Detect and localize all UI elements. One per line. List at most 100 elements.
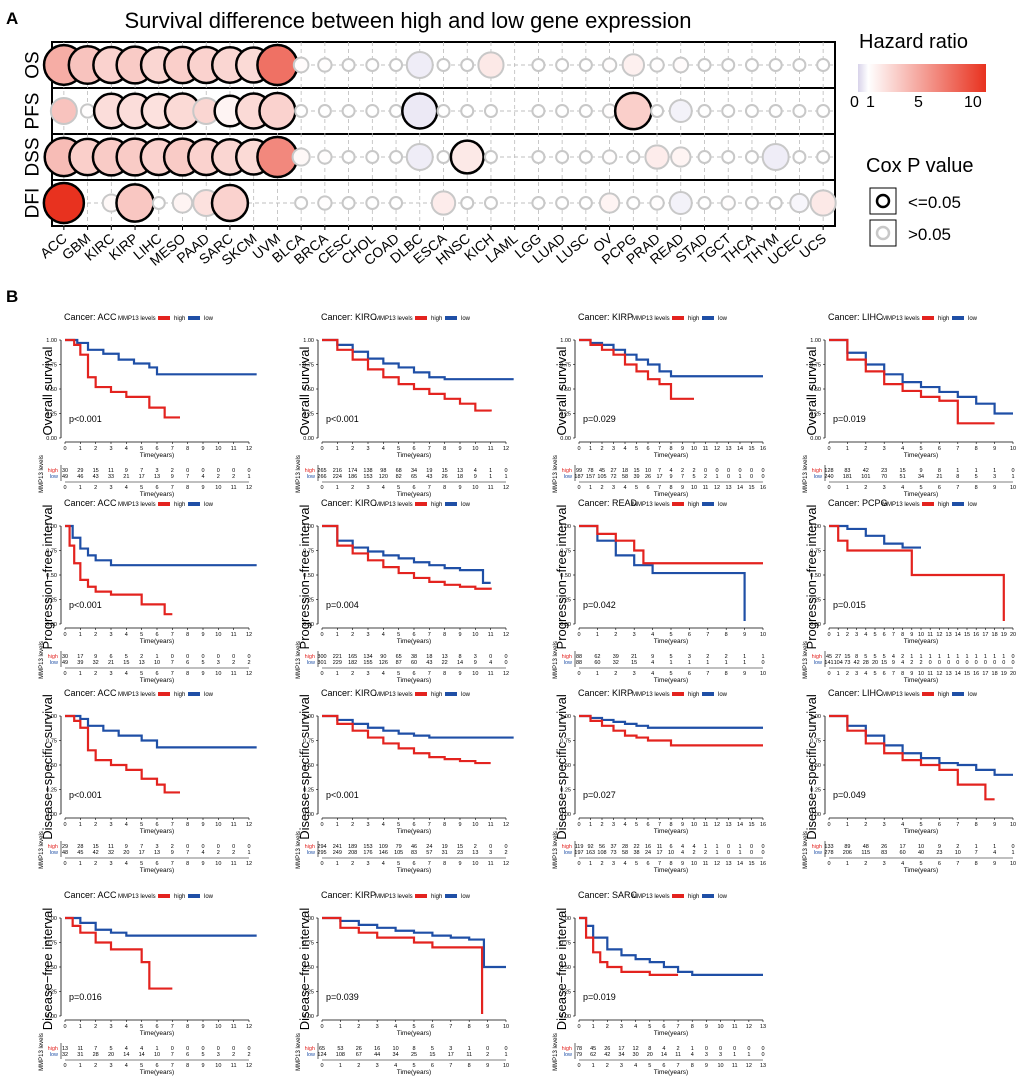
km-13-risk-low-count: 11 (466, 1052, 472, 1058)
km-13-risk-high-count: 8 (412, 1046, 415, 1052)
km-1-risk-x-tick-label: 1 (336, 485, 339, 491)
km-5-risk-x-tick-label: 3 (366, 671, 369, 677)
km-6-risk-x-tick-label: 10 (760, 671, 766, 677)
km-7-risk-low-count: 141 (824, 660, 833, 666)
km-14-risk-x-tick-label: 0 (577, 1063, 580, 1069)
km-13-risk-x-tick-label: 0 (320, 1063, 323, 1069)
km-12-risk-x-tick-label: 6 (155, 1063, 158, 1069)
km-12-x-tick-label: 3 (109, 1024, 112, 1030)
km-6-risk-high-count: 1 (743, 654, 746, 660)
km-4-high-curve (65, 524, 173, 616)
km-1-x-tick-label: 9 (458, 446, 461, 452)
km-1-x-tick-label: 5 (397, 446, 400, 452)
bubble-pfs-acc (49, 97, 78, 125)
km-3-risk-low-count: 5 (975, 474, 978, 480)
km-3-x-tick-label: 6 (938, 446, 941, 452)
km-7-risk-high-count: 8 (855, 654, 858, 660)
km-14-y-tick-label: 0.50 (560, 965, 571, 971)
km-10-risk-high-count: 1 (715, 844, 718, 850)
km-5-risk-high-label: high (305, 654, 315, 660)
km-7-x-tick-label: 3 (855, 632, 858, 638)
km-9-risk-x-tick-label: 10 (472, 861, 478, 867)
km-3-risk-x-tick-label: 8 (975, 485, 978, 491)
km-14-risk-high-count: 0 (705, 1046, 708, 1052)
km-5-risk-high-count: 65 (396, 654, 402, 660)
km-14-risk-low-count: 62 (590, 1052, 596, 1058)
km-3-x-tick-label: 3 (883, 446, 886, 452)
km-8-x-tick-label: 2 (94, 822, 97, 828)
km-8-risk-x-label: Time(years) (140, 867, 174, 874)
km-3-y-tick-label: 0.00 (810, 436, 821, 442)
km-0-y-label: Overall survival (40, 346, 55, 435)
km-11-y-label: Disease−specific survival (804, 694, 819, 840)
km-7-risk-x-tick-label: 2 (846, 671, 849, 677)
km-2-x-tick-label: 14 (737, 446, 743, 452)
km-5-risk-low-count: 43 (426, 660, 432, 666)
km-5-risk-x-tick-label: 1 (336, 671, 339, 677)
km-12-risk-low-count: 14 (123, 1052, 129, 1058)
km-10-risk-high-count: 0 (761, 844, 764, 850)
km-6-y-tick-label: 0.25 (560, 598, 571, 604)
hr-tick-0: 0 (850, 94, 859, 111)
bubble-dss-chol (365, 150, 380, 164)
km-7-risk-high-count: 1 (929, 654, 932, 660)
bubble-dfi-hnsc (460, 196, 475, 210)
km-6-x-tick-label: 4 (651, 632, 654, 638)
bubble-os-lusc (578, 58, 593, 72)
km-10-y-tick-label: 0.50 (560, 763, 571, 769)
km-10-legend-title: MMP13 levels (632, 692, 670, 698)
km-5-risk-x-tick-label: 2 (351, 671, 354, 677)
km-9-risk-low-count: 13 (472, 850, 478, 856)
km-7-risk-x-tick-label: 0 (827, 671, 830, 677)
km-1-x-tick-label: 6 (412, 446, 415, 452)
km-14-risk-high-count: 8 (648, 1046, 651, 1052)
km-7-risk-y-label: MMP13 levels (803, 641, 809, 679)
bubble-dfi-ucec (789, 192, 810, 214)
km-2-risk-high-count: 10 (645, 468, 651, 474)
km-9-risk-low-count: 57 (426, 850, 432, 856)
km-14-x-tick-label: 7 (677, 1024, 680, 1030)
km-2-risk-low-count: 157 (586, 474, 595, 480)
km-6-risk-high-count: 2 (725, 654, 728, 660)
km-9-risk-x-tick-label: 9 (458, 861, 461, 867)
km-0-x-tick-label: 2 (94, 446, 97, 452)
km-0-risk-x-tick-label: 3 (109, 485, 112, 491)
km-13-y-tick-label: 0.50 (303, 965, 314, 971)
km-10-risk-low-count: 1 (738, 850, 741, 856)
km-14-risk-high-count: 2 (677, 1046, 680, 1052)
km-4-y-tick-label: 0.75 (46, 549, 57, 555)
km-0-risk-x-tick-label: 11 (231, 485, 237, 491)
km-6-risk-y-label: MMP13 levels (553, 641, 559, 679)
km-11-risk-high-count: 2 (956, 844, 959, 850)
km-8-risk-high-count: 9 (125, 844, 128, 850)
km-5-risk-low-count: 14 (457, 660, 463, 666)
km-4-x-tick-label: 11 (231, 632, 237, 638)
km-4-y-tick-label: 0.00 (46, 622, 57, 628)
km-12-y-tick-label: 0.25 (46, 990, 57, 996)
km-1-risk-x-tick-label: 8 (443, 485, 446, 491)
km-7-risk-x-tick-label: 15 (964, 671, 970, 677)
km-9-risk-high-label: high (305, 844, 315, 850)
km-13-x-tick-label: 5 (412, 1024, 415, 1030)
km-8-risk-low-count: 32 (108, 850, 114, 856)
km-5-low-curve (322, 524, 491, 584)
km-10-risk-low-count: 73 (610, 850, 616, 856)
km-9-risk-x-tick-label: 11 (488, 861, 494, 867)
km-2-risk-high-count: 27 (610, 468, 616, 474)
km-5-x-tick-label: 4 (382, 632, 385, 638)
km-13-risk-low-count: 124 (317, 1052, 326, 1058)
km-7-risk-x-tick-label: 6 (883, 671, 886, 677)
km-9-legend-title: MMP13 levels (375, 692, 413, 698)
row-label-pfs: PFS (23, 93, 44, 130)
km-8-risk-high-count: 0 (186, 844, 189, 850)
km-7-risk-high-count: 1 (975, 654, 978, 660)
bubble-os-stad (697, 58, 712, 72)
km-3-risk-high-count: 1 (993, 468, 996, 474)
bubble-pfs-brca (317, 104, 332, 118)
km-1-risk-x-tick-label: 5 (397, 485, 400, 491)
km-11-x-tick-label: 5 (919, 822, 922, 828)
km-12-x-tick-label: 4 (125, 1024, 128, 1030)
km-10-x-tick-label: 1 (589, 822, 592, 828)
km-1-risk-high-count: 34 (411, 468, 417, 474)
km-13-risk-high-count: 16 (374, 1046, 380, 1052)
